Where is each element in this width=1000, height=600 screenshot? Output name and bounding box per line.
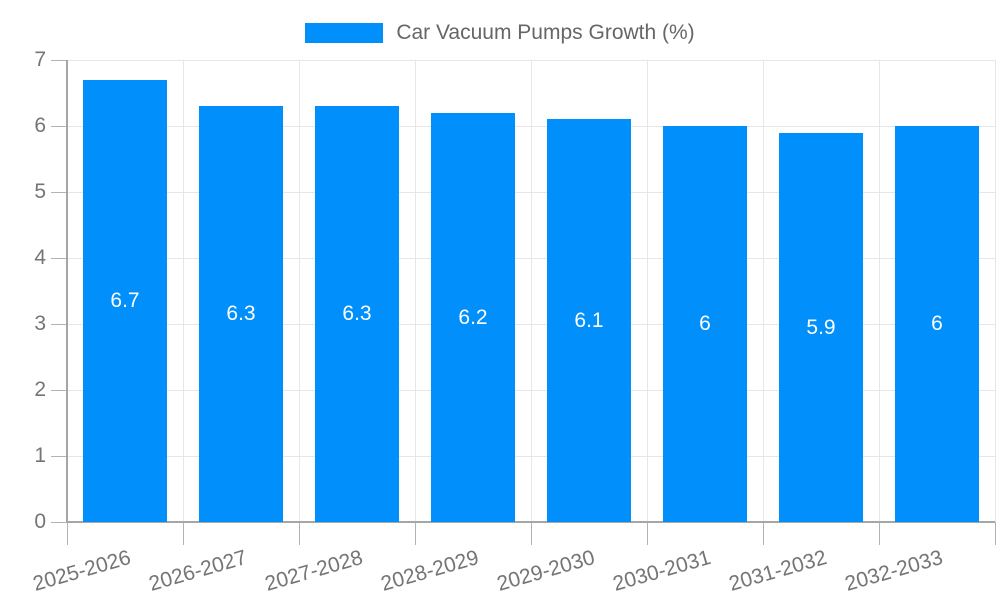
chart-legend[interactable]: Car Vacuum Pumps Growth (%) [0,20,1000,46]
legend-label[interactable]: Car Vacuum Pumps Growth (%) [396,21,695,44]
v-gridline [531,60,532,522]
v-gridline [415,60,416,522]
y-axis-tick-label: 0 [34,510,46,533]
bar-2030-2031[interactable] [663,126,747,522]
v-gridline [995,60,996,522]
x-axis-tick [531,522,532,545]
y-axis-tick [51,258,67,259]
bar-2031-2032[interactable] [779,133,863,522]
bar-2028-2029[interactable] [431,113,515,522]
y-axis-tick [51,60,67,61]
y-axis-tick-label: 5 [34,180,46,203]
v-gridline [647,60,648,522]
x-axis-tick [879,522,880,545]
bar-2032-2033[interactable] [895,126,979,522]
y-axis-tick [51,390,67,391]
x-axis-tick [647,522,648,545]
y-axis-line [66,60,68,522]
legend-swatch[interactable] [305,23,384,43]
bar-2027-2028[interactable] [315,106,399,522]
y-axis-tick-label: 1 [34,444,46,467]
v-gridline [879,60,880,522]
v-gridline [299,60,300,522]
y-axis-tick [51,324,67,325]
y-axis-tick-label: 3 [34,312,46,335]
y-axis-tick-label: 7 [34,48,46,71]
x-axis-tick [415,522,416,545]
x-axis-tick [183,522,184,545]
x-axis-tick [299,522,300,545]
y-axis-tick-label: 2 [34,378,46,401]
x-axis-line [66,521,995,523]
v-gridline [763,60,764,522]
y-axis-tick-label: 6 [34,114,46,137]
x-axis-tick [67,522,68,545]
bar-2029-2030[interactable] [547,119,631,522]
x-axis-tick [995,522,996,545]
v-gridline [183,60,184,522]
y-axis-tick [51,126,67,127]
x-axis-tick [763,522,764,545]
y-axis-tick-label: 4 [34,246,46,269]
y-axis-tick [51,522,67,523]
bar-2026-2027[interactable] [199,106,283,522]
y-axis-tick [51,192,67,193]
y-axis-tick [51,456,67,457]
bar-2025-2026[interactable] [83,80,167,522]
